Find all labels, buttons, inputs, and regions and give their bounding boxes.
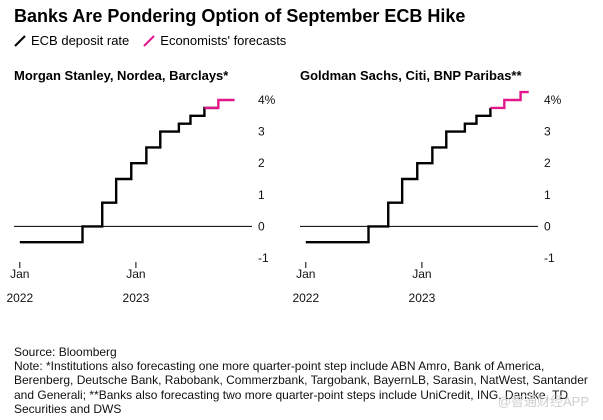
y-tick-label-left: 4% [258,93,276,107]
y-tick-label-left: 3 [258,125,265,139]
y-tick-label-left: 2 [258,156,265,170]
y-tick-label-left: 0 [258,219,265,233]
panel-title-left: Morgan Stanley, Nordea, Barclays* [14,68,229,83]
series-line-ecb-right [305,107,492,244]
source-text: Source: Bloomberg [14,345,117,359]
note-text: Note: *Institutions also forecasting one… [14,359,588,416]
y-tick-label-right: 1 [544,188,551,202]
y-tick-label-right: 3 [544,125,551,139]
x-tick-label-left: Jan [10,267,29,281]
chart-title: Banks Are Pondering Option of September … [14,6,466,26]
y-tick-label-left: -1 [258,251,269,265]
x-tick-year-right: 2022 [292,291,319,305]
y-tick-label-right: 2 [544,156,551,170]
legend-label-ecb: ECB deposit rate [31,33,130,48]
y-tick-label-right: -1 [544,251,555,265]
series-line-forecast-left [204,98,235,110]
x-tick-year-right: 2023 [409,291,436,305]
panel-title-right: Goldman Sachs, Citi, BNP Paribas** [300,68,522,83]
x-tick-label-right: Jan [412,267,431,281]
x-tick-label-left: Jan [126,267,145,281]
y-tick-label-left: 1 [258,188,265,202]
y-tick-label-right: 4% [544,93,562,107]
series-line-ecb-left [19,106,219,244]
legend-item-ecb-deposit-rate: ECB deposit rate [14,33,129,48]
series-line-forecast-right [490,90,529,110]
legend-swatch-ecb [14,34,26,47]
x-tick-year-left: 2022 [6,291,33,305]
x-tick-year-left: 2023 [123,291,150,305]
charts-canvas: 4% 3 2 1 0 -1 Jan 2022 Jan 2023 4% 3 2 1 0 -1 Jan 2022 Jan… [6,90,562,305]
watermark: @智通财经APP [497,394,589,409]
legend-label-forecasts: Economists' forecasts [160,33,287,48]
y-tick-label-right: 0 [544,219,551,233]
legend: ECB deposit rate Economists' forecasts [14,33,300,48]
legend-item-economists-forecasts: Economists' forecasts [143,33,286,48]
legend-swatch-forecasts [143,34,155,47]
x-tick-label-right: Jan [296,267,315,281]
notes: Source: Bloomberg Note: *Institutions al… [14,345,599,416]
